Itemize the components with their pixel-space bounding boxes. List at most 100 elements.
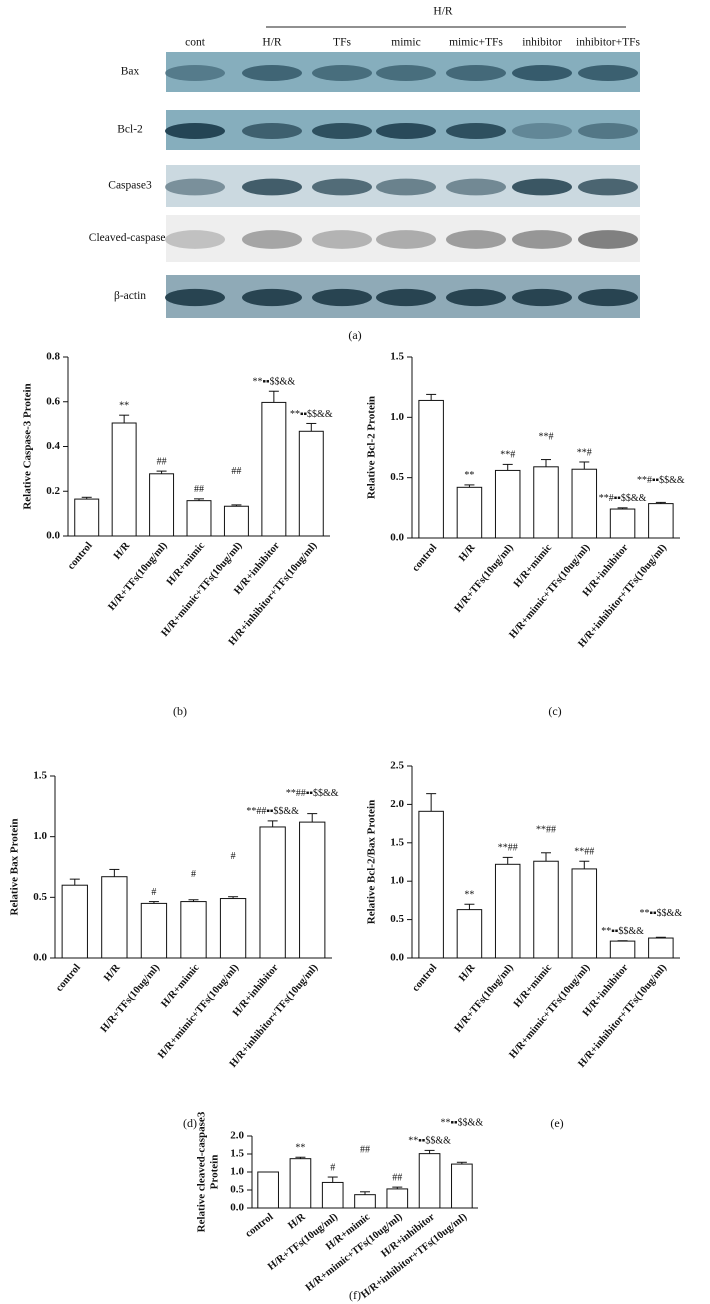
bar — [418, 1153, 441, 1209]
band — [376, 65, 436, 81]
bar — [101, 876, 128, 959]
y-tick-label: 2.0 — [230, 1130, 244, 1142]
annotation: ## — [157, 456, 167, 467]
x-tick-label: H/R+mimic — [165, 540, 207, 588]
bar — [533, 860, 559, 959]
band — [376, 178, 436, 196]
y-tick-label: 1.5 — [33, 770, 47, 782]
y-tick-label: 1.0 — [230, 1166, 244, 1178]
bar — [289, 1158, 312, 1209]
band — [512, 178, 572, 196]
annotation: **##▪▪$$&& — [246, 806, 299, 817]
band — [578, 230, 638, 249]
band — [578, 288, 638, 307]
bar — [321, 1181, 344, 1209]
y-axis-label: Relative Bax Protein — [9, 819, 21, 916]
bar — [609, 940, 636, 959]
bar — [456, 486, 483, 539]
band — [376, 288, 436, 307]
x-tick-label: H/R+mimic — [159, 962, 201, 1010]
band — [242, 123, 302, 139]
annotation: **## — [536, 825, 556, 836]
band — [512, 123, 572, 139]
band — [512, 65, 572, 81]
band — [512, 288, 572, 307]
annotation: **## — [498, 843, 518, 854]
bar — [354, 1194, 376, 1209]
bar — [494, 863, 521, 959]
band — [165, 178, 225, 196]
band — [242, 65, 302, 81]
y-axis-label: Protein — [209, 1155, 221, 1190]
x-tick-label: control — [54, 962, 83, 994]
band — [312, 123, 372, 139]
band — [376, 123, 436, 139]
bar — [149, 473, 175, 537]
y-axis-label: Relative Bcl-2 Protein — [366, 396, 378, 499]
annotation: **#▪▪$$&& — [599, 493, 647, 504]
bar — [180, 901, 207, 959]
bar — [140, 902, 168, 959]
annotation: **▪▪$$&& — [441, 1118, 484, 1129]
bar — [298, 430, 324, 537]
bar — [223, 505, 249, 537]
bar — [386, 1188, 409, 1209]
y-tick-label: 0.5 — [390, 913, 404, 925]
y-tick-label: 1.5 — [390, 351, 404, 363]
x-tick-label: H/R — [112, 540, 133, 562]
bar — [61, 884, 88, 959]
band — [242, 178, 302, 196]
y-tick-label: 1.5 — [230, 1148, 244, 1160]
band — [165, 65, 225, 81]
caption: (a) — [348, 328, 361, 342]
band — [165, 230, 225, 249]
caption: (e) — [550, 1116, 563, 1130]
annotation: **▪▪$$&& — [640, 908, 683, 919]
y-tick-label: 1.0 — [390, 411, 404, 423]
band — [312, 178, 372, 196]
y-tick-label: 0.2 — [46, 485, 60, 497]
x-tick-label: control — [410, 542, 439, 574]
bar — [609, 508, 636, 539]
annotation: **▪▪$$&& — [601, 926, 644, 937]
row-label: Bax — [121, 66, 140, 78]
bar — [648, 937, 674, 959]
band — [578, 123, 638, 139]
band — [312, 65, 372, 81]
lane-label: H/R — [262, 37, 282, 49]
x-tick-label: H/R+mimic+TFs(10ug/ml) — [156, 962, 241, 1061]
bar — [571, 468, 598, 539]
row-label: β-actin — [114, 290, 146, 302]
annotation: ## — [231, 466, 241, 477]
band — [446, 65, 506, 81]
annotation: **##▪▪$$&& — [286, 788, 339, 799]
bar — [261, 401, 287, 537]
x-tick-label: H/R — [102, 962, 123, 984]
y-tick-label: 1.0 — [33, 830, 47, 842]
annotation: ## — [360, 1144, 370, 1155]
bar — [111, 422, 137, 537]
annotation: # — [231, 851, 236, 862]
x-tick-label: control — [244, 1212, 276, 1240]
bar — [186, 500, 212, 537]
x-tick-label: H/R — [457, 542, 478, 564]
y-tick-label: 0.5 — [390, 471, 404, 483]
bar — [456, 909, 483, 959]
caption: (c) — [548, 704, 561, 718]
annotation: # — [330, 1162, 335, 1173]
blot-header: H/R — [433, 6, 453, 18]
band — [242, 230, 302, 249]
annotation: ## — [392, 1172, 402, 1183]
bar — [571, 868, 598, 959]
row-label: Caspase3 — [108, 180, 152, 192]
y-tick-label: 0.8 — [46, 351, 60, 363]
bar — [257, 1171, 279, 1209]
y-axis-label: Relative Caspase-3 Protein — [22, 383, 34, 509]
lane-label: cont — [185, 37, 206, 49]
annotation: **# — [577, 447, 592, 458]
annotation: **▪▪$$&& — [290, 409, 333, 420]
y-tick-label: 0.5 — [33, 891, 47, 903]
row-label: Bcl-2 — [117, 124, 143, 136]
lane-label: inhibitor — [522, 37, 562, 49]
